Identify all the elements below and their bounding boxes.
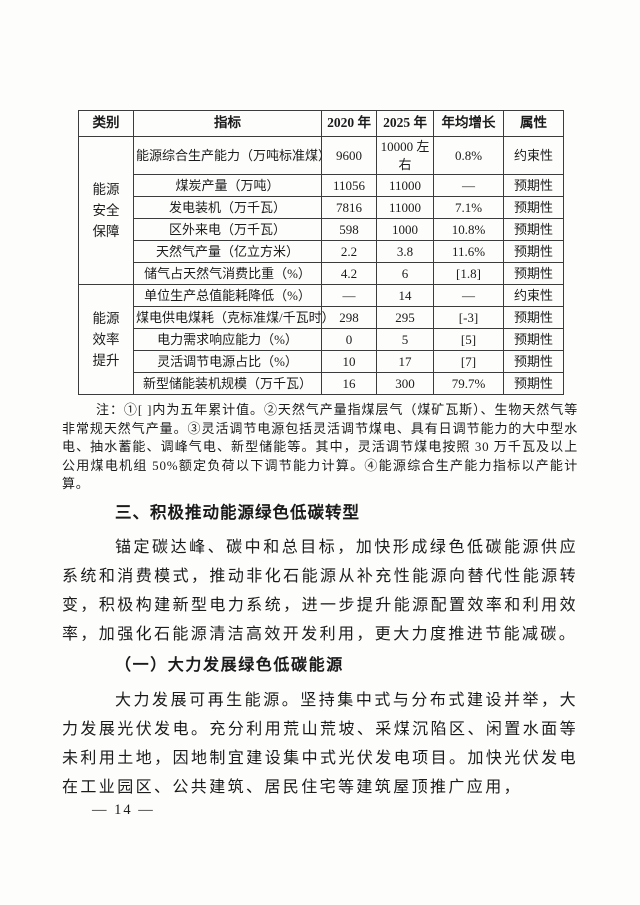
table-row: 区外来电（万千瓦） 598 1000 10.8% 预期性 [79,218,564,242]
value-2025-cell: 17 [376,350,434,374]
value-2020-cell: 298 [321,306,377,330]
growth-cell: [7] [433,350,504,374]
growth-cell: — [433,284,504,308]
table-row: 新型储能装机规模（万千瓦） 16 300 79.7% 预期性 [79,372,564,396]
indicator-cell: 煤电供电煤耗（克标准煤/千瓦时） [133,306,335,330]
category-label: 能源安全保障 [92,182,120,240]
category-label: 能源效率提升 [92,311,120,369]
table-row: 天然气产量（亿立方米） 2.2 3.8 11.6% 预期性 [79,240,564,264]
value-2020-cell: 16 [321,372,377,396]
growth-cell: 7.1% [433,196,504,220]
attribute-cell: 预期性 [503,328,564,352]
indicator-cell: 储气占天然气消费比重（%） [133,262,322,286]
body-paragraph: 锚定碳达峰、碳中和总目标，加快形成绿色低碳能源供应系统和消费模式，推动非化石能源… [62,538,578,643]
attribute-cell: 预期性 [503,372,564,396]
growth-cell: 79.7% [433,372,504,396]
table-row: 煤电供电煤耗（克标准煤/千瓦时） 298 295 [-3] 预期性 [79,306,564,330]
table-header-row: 类别 指标 2020 年 2025 年 年均增长 属性 [78,110,564,137]
indicator-cell: 能源综合生产能力（万吨标准煤） [133,135,331,176]
value-2020-cell: 7816 [321,196,377,220]
value-2025-cell: 10000 左右 [376,135,434,176]
indicator-cell: 发电装机（万千瓦） [133,196,322,220]
col-header-category: 类别 [78,110,134,137]
table-row: 能源效率提升 单位生产总值能耗降低（%） — 14 — 约束性 [78,284,564,396]
value-2020-cell: 11056 [321,174,377,198]
value-2020-cell: 0 [321,328,377,352]
attribute-cell: 约束性 [503,135,564,176]
col-header-2025: 2025 年 [376,110,434,137]
value-2025-cell: 3.8 [376,240,434,264]
indicator-cell: 新型储能装机规模（万千瓦） [133,372,322,396]
growth-cell: 11.6% [433,240,504,264]
indicator-cell: 单位生产总值能耗降低（%） [133,284,322,308]
growth-cell: [-3] [433,306,504,330]
col-header-indicator: 指标 [133,110,322,137]
indicator-cell: 灵活调节电源占比（%） [133,350,322,374]
growth-cell: — [433,174,504,198]
value-2025-cell: 295 [376,306,434,330]
attribute-cell: 预期性 [503,196,564,220]
subsection-heading: （一）大力发展绿色低碳能源 [115,656,344,674]
indicator-cell: 煤炭产量（万吨） [133,174,322,198]
value-2025-cell: 11000 [376,174,434,198]
table-row: 发电装机（万千瓦） 7816 11000 7.1% 预期性 [79,196,564,220]
table-row: 电力需求响应能力（%） 0 5 [5] 预期性 [79,328,564,352]
value-2020-cell: 598 [321,218,377,242]
table-note: 注：①[ ]内为五年累计值。②天然气产量指煤层气（煤矿瓦斯）、生物天然气等非常规… [62,402,578,492]
growth-cell: 0.8% [433,135,504,176]
value-2020-cell: 10 [321,350,377,374]
value-2025-cell: 1000 [376,218,434,242]
value-2020-cell: 9600 [321,135,377,176]
attribute-cell: 预期性 [503,174,564,198]
indicator-cell: 区外来电（万千瓦） [133,218,322,242]
growth-cell: [1.8] [433,262,504,286]
attribute-cell: 预期性 [503,262,564,286]
value-2025-cell: 5 [376,328,434,352]
indicator-table: 类别 指标 2020 年 2025 年 年均增长 属性 能源安全保障 能源综合生… [78,110,564,396]
indicator-cell: 天然气产量（亿立方米） [133,240,322,264]
attribute-cell: 预期性 [503,240,564,264]
value-2025-cell: 6 [376,262,434,286]
page-number: — 14 — [92,802,155,818]
indicator-cell: 电力需求响应能力（%） [133,328,322,352]
attribute-cell: 预期性 [503,218,564,242]
table-row: 储气占天然气消费比重（%） 4.2 6 [1.8] 预期性 [79,262,564,286]
attribute-cell: 预期性 [503,306,564,330]
value-2020-cell: — [321,284,377,308]
col-header-attribute: 属性 [503,110,564,137]
table-row: 灵活调节电源占比（%） 10 17 [7] 预期性 [79,350,564,374]
value-2025-cell: 14 [376,284,434,308]
col-header-2020: 2020 年 [321,110,377,137]
col-header-growth: 年均增长 [433,110,504,137]
body-paragraph: 大力发展可再生能源。坚持集中式与分布式建设并举，大力发展光伏发电。充分利用荒山荒… [62,691,578,796]
table-row: 煤炭产量（万吨） 11056 11000 — 预期性 [79,174,564,198]
attribute-cell: 约束性 [503,284,564,308]
growth-cell: 10.8% [433,218,504,242]
attribute-cell: 预期性 [503,350,564,374]
growth-cell: [5] [433,328,504,352]
value-2025-cell: 11000 [376,196,434,220]
value-2020-cell: 4.2 [321,262,377,286]
value-2025-cell: 300 [376,372,434,396]
section-heading: 三、积极推动能源绿色低碳转型 [115,503,360,522]
table-row: 能源安全保障 能源综合生产能力（万吨标准煤） 9600 10000 左右 0.8… [78,135,564,286]
category-cell: 能源安全保障 [78,135,134,286]
category-cell: 能源效率提升 [78,284,134,396]
value-2020-cell: 2.2 [321,240,377,264]
